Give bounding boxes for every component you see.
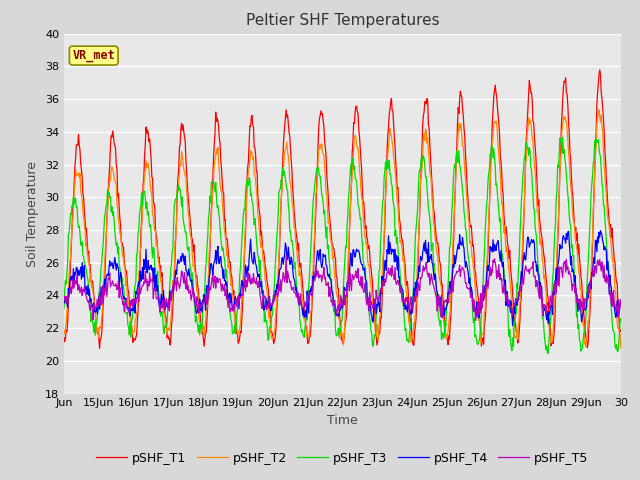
Line: pSHF_T5: pSHF_T5 <box>64 255 621 321</box>
pSHF_T4 <box>125 308 133 313</box>
Legend: pSHF_T1, pSHF_T2, pSHF_T3, pSHF_T4, pSHF_T5: pSHF_T1, pSHF_T2, pSHF_T3, pSHF_T4, pSHF… <box>91 447 594 469</box>
pSHF_T1 <box>277 200 285 206</box>
pSHF_T1 <box>617 327 625 333</box>
pSHF_T3 <box>125 332 133 338</box>
pSHF_T2 <box>60 328 68 334</box>
pSHF_T1 <box>401 258 408 264</box>
pSHF_T4 <box>400 303 408 309</box>
pSHF_T3 <box>617 315 625 321</box>
Y-axis label: Soil Temperature: Soil Temperature <box>26 161 39 266</box>
Text: VR_met: VR_met <box>72 49 115 62</box>
Line: pSHF_T4: pSHF_T4 <box>64 231 621 325</box>
pSHF_T2 <box>431 235 439 240</box>
pSHF_T5 <box>432 291 440 297</box>
pSHF_T3 <box>276 186 284 192</box>
pSHF_T5 <box>60 298 68 303</box>
pSHF_T2 <box>400 254 408 260</box>
X-axis label: Time: Time <box>327 414 358 427</box>
pSHF_T2 <box>595 107 603 113</box>
pSHF_T4 <box>60 300 68 306</box>
pSHF_T1 <box>96 346 104 351</box>
Line: pSHF_T3: pSHF_T3 <box>64 137 621 353</box>
pSHF_T3 <box>228 320 236 325</box>
pSHF_T4 <box>228 299 236 305</box>
pSHF_T1 <box>596 67 604 72</box>
pSHF_T4 <box>596 228 604 234</box>
pSHF_T5 <box>401 297 408 302</box>
pSHF_T4 <box>255 272 263 277</box>
pSHF_T4 <box>617 297 625 303</box>
pSHF_T2 <box>255 226 263 232</box>
pSHF_T2 <box>125 312 133 318</box>
pSHF_T2 <box>617 345 625 351</box>
pSHF_T3 <box>255 269 263 275</box>
pSHF_T5 <box>125 310 133 316</box>
pSHF_T1 <box>432 228 440 233</box>
pSHF_T3 <box>545 350 552 356</box>
pSHF_T5 <box>617 298 625 304</box>
pSHF_T1 <box>256 212 264 218</box>
pSHF_T2 <box>276 216 284 222</box>
pSHF_T5 <box>255 280 263 286</box>
pSHF_T3 <box>431 270 439 276</box>
pSHF_T3 <box>60 305 68 311</box>
pSHF_T5 <box>276 276 284 282</box>
pSHF_T1 <box>228 281 236 287</box>
pSHF_T4 <box>431 271 439 277</box>
Title: Peltier SHF Temperatures: Peltier SHF Temperatures <box>246 13 439 28</box>
pSHF_T4 <box>276 266 284 272</box>
pSHF_T5 <box>472 318 479 324</box>
pSHF_T1 <box>60 335 68 341</box>
pSHF_T5 <box>282 252 290 258</box>
pSHF_T3 <box>559 134 566 140</box>
pSHF_T5 <box>228 307 236 312</box>
pSHF_T2 <box>228 279 236 285</box>
Line: pSHF_T2: pSHF_T2 <box>64 110 621 348</box>
pSHF_T3 <box>400 308 408 313</box>
Line: pSHF_T1: pSHF_T1 <box>64 70 621 348</box>
pSHF_T4 <box>509 323 516 328</box>
pSHF_T1 <box>126 303 134 309</box>
